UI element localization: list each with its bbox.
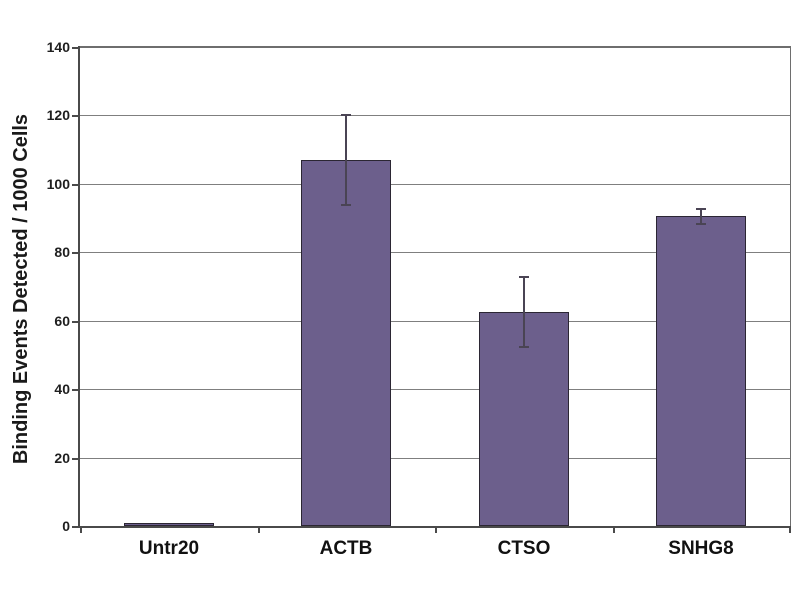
y-tick-label: 40	[54, 381, 70, 397]
y-tick-mark	[72, 321, 79, 323]
gridline	[80, 321, 790, 322]
error-bar-snhg8	[700, 208, 702, 225]
error-bar-ctso	[523, 276, 525, 348]
y-tick-label: 140	[46, 39, 70, 55]
y-tick-label: 80	[54, 244, 70, 260]
y-tick-mark	[72, 252, 79, 254]
error-bar-cap-top	[341, 114, 351, 116]
y-tick-mark	[72, 458, 79, 460]
gridline	[80, 184, 790, 185]
error-bar-cap-bottom	[519, 346, 529, 348]
y-tick-label: 60	[54, 313, 70, 329]
plot-frame-right	[790, 46, 791, 527]
x-category-label-snhg8: SNHG8	[668, 538, 734, 559]
y-tick-label: 120	[46, 107, 70, 123]
gridline	[80, 389, 790, 390]
y-axis-line	[78, 46, 80, 527]
gridline	[80, 115, 790, 116]
y-tick-mark	[72, 47, 79, 49]
y-tick-mark	[72, 115, 79, 117]
y-tick-label: 20	[54, 450, 70, 466]
x-tick-mark	[258, 527, 260, 533]
x-category-label-untr20: Untr20	[138, 538, 200, 559]
error-bar-cap-bottom	[341, 204, 351, 206]
error-bar-actb	[345, 114, 347, 206]
x-category-label-ctso: CTSO	[497, 538, 551, 559]
x-tick-mark	[613, 527, 615, 533]
error-bar-cap-bottom	[696, 223, 706, 225]
y-tick-mark	[72, 184, 79, 186]
bar-actb	[301, 160, 391, 526]
bar-snhg8	[656, 216, 746, 526]
y-tick-label: 0	[62, 518, 70, 534]
x-tick-mark	[789, 527, 791, 533]
y-tick-mark	[72, 526, 79, 528]
x-tick-mark	[80, 527, 82, 533]
gridline	[80, 252, 790, 253]
y-tick-label: 100	[46, 176, 70, 192]
bar-untr20	[124, 523, 214, 526]
x-category-label-actb: ACTB	[319, 538, 373, 559]
error-bar-cap-top	[696, 208, 706, 210]
plot-frame-top	[79, 46, 791, 48]
y-tick-mark	[72, 389, 79, 391]
x-axis-line	[78, 526, 791, 528]
error-bar-cap-top	[519, 276, 529, 278]
gridline	[80, 458, 790, 459]
x-tick-mark	[435, 527, 437, 533]
